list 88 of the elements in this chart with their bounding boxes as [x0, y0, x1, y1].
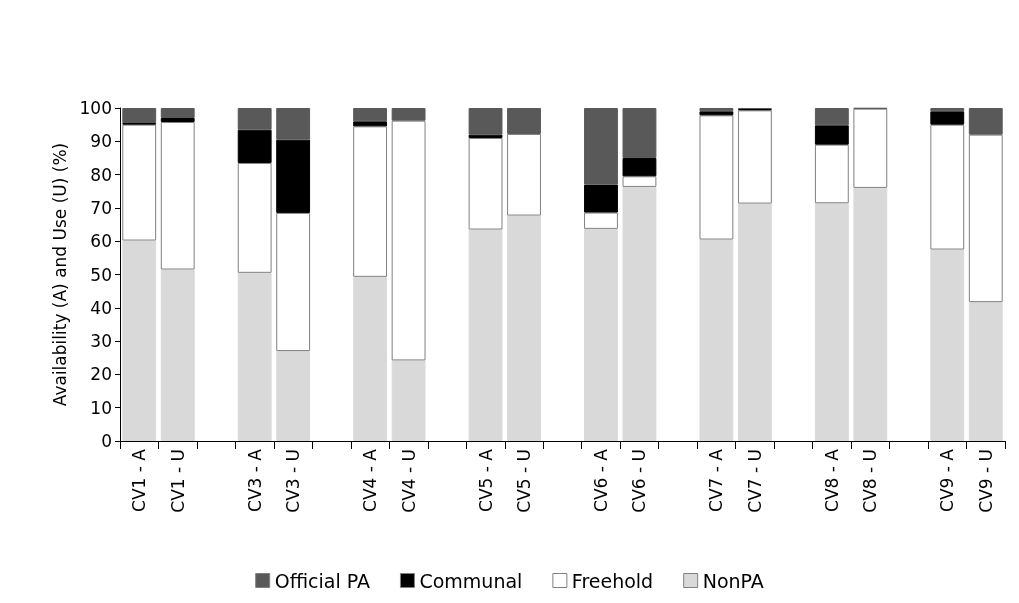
bar	[237, 108, 272, 130]
bar	[699, 111, 734, 116]
bar	[968, 134, 1003, 303]
bar	[391, 360, 426, 441]
x-tick-label: CV1 - U	[167, 449, 188, 513]
y-tick-label: 40	[90, 297, 112, 318]
bar	[814, 108, 849, 126]
x-tick-label: CV7 - U	[744, 449, 765, 513]
x-tick-label: CV1 - A	[129, 448, 150, 512]
x-tick-label: CV4 - U	[398, 449, 419, 513]
bar	[468, 134, 503, 138]
x-tick-label: CV3 - A	[244, 448, 265, 512]
bar	[968, 302, 1003, 441]
x-tick-label: CV8 - U	[860, 449, 881, 513]
bar	[930, 249, 965, 441]
bar	[391, 108, 426, 121]
y-tick-label: 10	[90, 397, 112, 418]
bar	[160, 121, 195, 270]
bar	[737, 203, 772, 441]
legend-label: Official PA	[274, 569, 370, 592]
bar	[853, 187, 888, 441]
x-tick-label: CV9 - A	[937, 448, 958, 512]
legend-label: NonPA	[702, 569, 764, 592]
x-tick-label: CV6 - A	[590, 448, 611, 512]
bar	[276, 108, 311, 140]
bar	[276, 351, 311, 441]
y-tick-label: 90	[90, 131, 112, 152]
y-tick-label: 30	[90, 331, 112, 352]
bar	[237, 162, 272, 273]
bar	[584, 228, 618, 441]
x-tick-label: CV5 - A	[475, 448, 496, 512]
y-tick-label: 60	[90, 231, 112, 252]
bar	[160, 117, 195, 122]
x-tick-label: CV6 - U	[629, 449, 650, 513]
bar	[622, 108, 657, 158]
bar	[276, 212, 311, 352]
bar	[584, 184, 618, 213]
bar	[968, 108, 1003, 135]
bar	[122, 108, 157, 123]
bar	[122, 124, 157, 241]
bar	[468, 108, 503, 135]
y-tick-label: 50	[90, 264, 112, 285]
bar	[814, 203, 849, 441]
bar	[699, 239, 734, 441]
bar	[160, 269, 195, 441]
bar	[353, 108, 388, 122]
bar	[391, 120, 426, 361]
x-tick-label: CV7 - A	[706, 448, 727, 512]
x-tick-label: CV4 - A	[360, 448, 381, 512]
x-tick-label: CV8 - A	[821, 448, 842, 512]
y-tick-label: 80	[90, 164, 112, 185]
y-axis-title: Availability (A) and Use (U) (%)	[50, 142, 71, 407]
bar	[584, 108, 618, 185]
bar	[930, 108, 965, 112]
bar	[699, 115, 734, 240]
bar	[276, 139, 311, 213]
y-tick-label: 70	[90, 197, 112, 218]
y-tick-label: 0	[101, 431, 112, 451]
bar	[737, 110, 772, 204]
bar	[507, 133, 541, 216]
bar	[237, 272, 272, 441]
bar	[507, 108, 541, 134]
y-tick-label: 20	[90, 364, 112, 385]
bar	[622, 176, 657, 187]
bar	[930, 124, 965, 250]
bar	[353, 126, 388, 277]
y-tick-label: 100	[79, 98, 112, 118]
legend-label: Freehold	[571, 569, 654, 592]
bar	[853, 108, 888, 188]
bar	[507, 215, 541, 441]
bar	[468, 137, 503, 230]
bar	[622, 157, 657, 177]
bar	[584, 212, 618, 229]
bar	[468, 229, 503, 441]
x-tick-label: CV5 - U	[514, 449, 535, 513]
bar	[814, 125, 849, 145]
legend-label: Communal	[419, 569, 523, 592]
bar	[699, 108, 734, 112]
bar	[353, 276, 388, 441]
bar	[814, 144, 849, 204]
bar	[160, 108, 195, 118]
bar	[122, 240, 157, 441]
bar	[930, 111, 965, 125]
bar	[353, 121, 388, 127]
x-tick-label: CV3 - U	[283, 449, 304, 513]
x-tick-label: CV9 - U	[975, 449, 996, 513]
bar	[622, 186, 657, 441]
bar	[237, 129, 272, 163]
